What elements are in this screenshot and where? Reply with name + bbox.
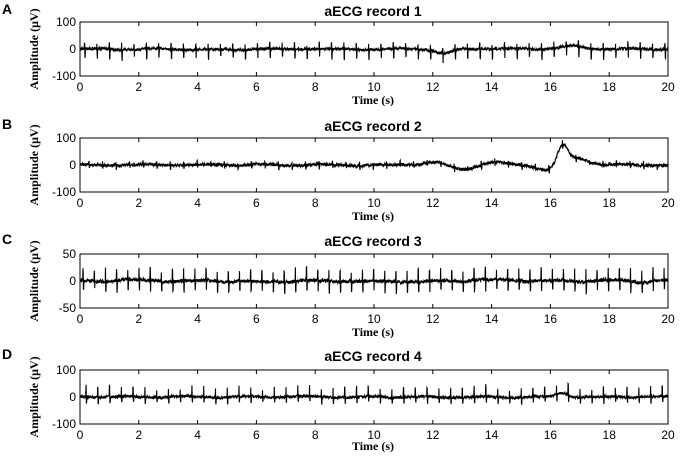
x-tick-label: 0 [77,428,84,442]
x-tick-label: 6 [253,196,260,210]
x-tick-label: 6 [253,428,260,442]
y-tick-label: 100 [56,363,76,377]
x-tick-label: 14 [485,196,499,210]
x-tick-label: 16 [544,428,558,442]
x-tick-label: 14 [485,428,499,442]
x-tick-label: 20 [661,312,675,326]
y-axis-label-c: Amplitude (μV) [27,240,41,321]
y-tick-label: -100 [52,417,76,431]
x-tick-label: 12 [426,80,440,94]
signal-trace [80,140,668,174]
x-tick-label: 4 [194,312,201,326]
x-axis-label-a: Time (s) [352,93,394,107]
x-tick-label: 12 [426,196,440,210]
y-tick-label: 0 [69,390,76,404]
y-tick-label: -50 [59,301,77,315]
panel-title-b: aECG record 2 [324,118,421,134]
y-tick-label: 0 [69,42,76,56]
x-tick-label: 14 [485,312,499,326]
y-tick-label: 100 [56,15,76,29]
x-tick-label: 8 [312,428,319,442]
x-tick-label: 18 [603,80,617,94]
y-tick-label: -100 [52,185,76,199]
y-axis-label-d: Amplitude (μV) [27,356,41,437]
panel-letter-b: B [2,116,12,132]
x-tick-label: 2 [135,196,142,210]
panel-letter-c: C [2,231,12,247]
y-axis-label-a: Amplitude (μV) [27,8,41,89]
x-tick-label: 12 [426,428,440,442]
x-tick-label: 20 [661,80,675,94]
x-tick-label: 2 [135,80,142,94]
y-tick-label: 100 [56,131,76,145]
x-axis-label-b: Time (s) [352,209,394,223]
x-tick-label: 8 [312,312,319,326]
x-tick-label: 10 [367,428,381,442]
panel-title-d: aECG record 4 [324,348,421,364]
x-tick-label: 0 [77,196,84,210]
x-tick-label: 18 [603,312,617,326]
x-tick-label: 4 [194,196,201,210]
signal-trace [80,381,668,406]
panel-title-a: aECG record 1 [324,3,421,19]
x-tick-label: 14 [485,80,499,94]
x-tick-label: 18 [603,196,617,210]
x-tick-label: 2 [135,428,142,442]
x-tick-label: 4 [194,80,201,94]
y-tick-label: -100 [52,69,76,83]
x-tick-label: 20 [661,428,675,442]
x-tick-label: 12 [426,312,440,326]
x-tick-label: 2 [135,312,142,326]
x-tick-label: 10 [367,80,381,94]
signal-trace [80,40,668,64]
x-axis-label-d: Time (s) [352,439,394,453]
x-tick-label: 20 [661,196,675,210]
y-tick-label: 0 [69,158,76,172]
x-tick-label: 8 [312,196,319,210]
panel-letter-a: A [2,1,12,17]
x-tick-label: 6 [253,80,260,94]
x-tick-label: 0 [77,80,84,94]
x-tick-label: 4 [194,428,201,442]
x-tick-label: 0 [77,312,84,326]
signal-trace [80,266,668,295]
x-tick-label: 10 [367,196,381,210]
panel-title-c: aECG record 3 [324,233,421,249]
panel-d: D aECG record 4 0 2 4 6 8 10 12 14 16 18 20-100010… [2,346,675,453]
panel-b: B aECG record 2 0 2 4 6 8 10 12 14 16 18 20-100010… [2,116,675,223]
x-tick-label: 16 [544,196,558,210]
panel-letter-d: D [2,346,12,362]
x-tick-label: 8 [312,80,319,94]
y-tick-label: 0 [69,274,76,288]
panel-c: C aECG record 3 0 2 4 6 8 10 12 14 16 18 20-50050 … [2,231,675,339]
y-tick-label: 50 [63,247,77,261]
y-axis-label-b: Amplitude (μV) [27,124,41,205]
x-tick-label: 18 [603,428,617,442]
x-axis-label-c: Time (s) [352,325,394,339]
x-tick-label: 10 [367,312,381,326]
x-tick-label: 16 [544,312,558,326]
x-tick-label: 6 [253,312,260,326]
x-tick-label: 16 [544,80,558,94]
panel-a: A aECG record 1 0 2 4 6 8 10 12 14 16 18 20-100010… [2,1,675,107]
